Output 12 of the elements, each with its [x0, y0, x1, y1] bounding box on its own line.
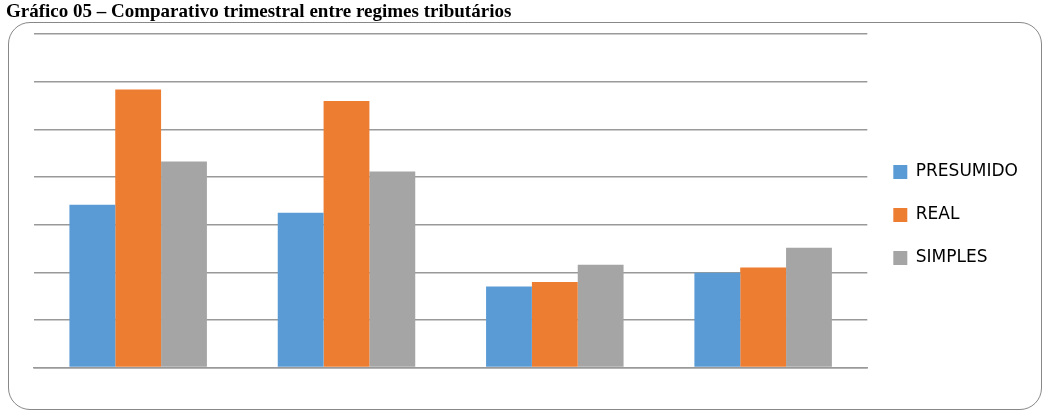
bar: [115, 89, 162, 367]
bar: [694, 272, 741, 367]
bar: [531, 281, 578, 367]
bar: [69, 204, 116, 367]
bar: [486, 286, 532, 367]
bar: [323, 101, 370, 367]
bar: [740, 267, 787, 367]
legend-label: PRESUMIDO: [915, 160, 1019, 181]
chart-title: Gráfico 05 – Comparativo trimestral entre regimes tributários: [6, 0, 512, 22]
legend-label: SIMPLES: [915, 246, 988, 267]
legend-label: REAL: [915, 203, 960, 224]
bar: [277, 212, 324, 367]
